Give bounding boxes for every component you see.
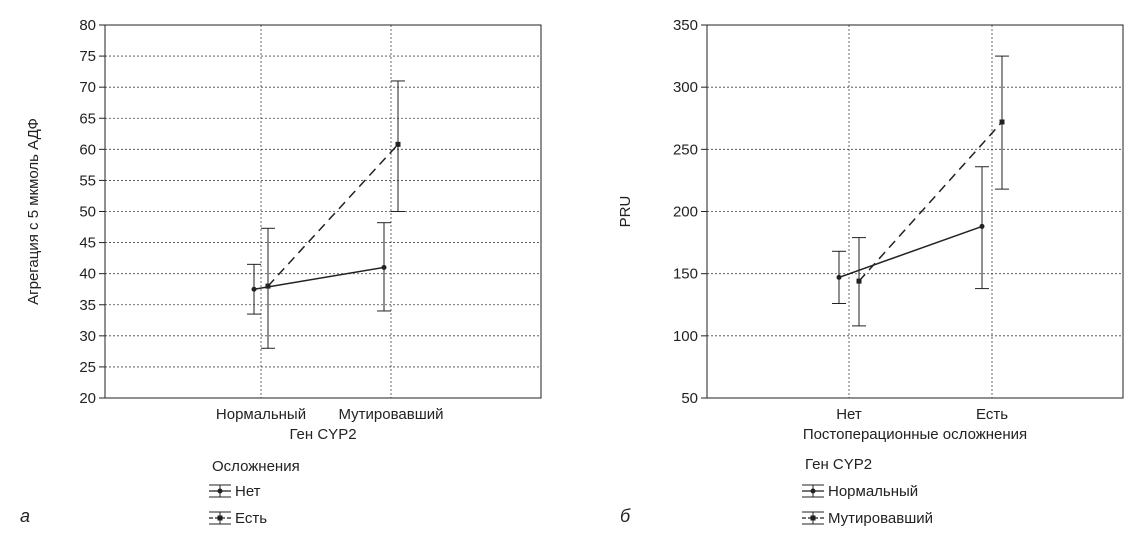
y-tick-label: 25 — [79, 359, 96, 376]
y-tick-label: 65 — [79, 110, 96, 127]
series-line — [253, 266, 385, 290]
legend-marker — [810, 488, 816, 494]
legend-label: Мутировавший — [828, 510, 933, 527]
legend-label: Нормальный — [828, 483, 918, 500]
y-tick-label: 70 — [79, 79, 96, 96]
y-tick-label: 50 — [681, 390, 698, 407]
data-point — [856, 278, 862, 284]
data-point — [251, 286, 257, 292]
x-tick-label: Есть — [976, 406, 1008, 423]
y-tick-label: 40 — [79, 266, 96, 283]
series-line — [838, 225, 983, 279]
series-line — [858, 121, 1003, 282]
y-tick-label: 60 — [79, 141, 96, 158]
plot-frame — [706, 24, 1124, 399]
chart-panel-a: 20 25 30 35 40 45 50 55 60 65 70 75 80 Нормальный Мути… — [20, 17, 542, 527]
y-tick-label: 55 — [79, 172, 96, 189]
y-tick-label: 45 — [79, 235, 96, 252]
x-axis-label: Ген CYP2 — [289, 426, 356, 443]
y-tick-label: 300 — [673, 79, 698, 96]
y-tick-label: 20 — [79, 390, 96, 407]
y-tick-label: 150 — [673, 266, 698, 283]
y-tick-label: 30 — [79, 328, 96, 345]
legend-title: Осложнения — [212, 458, 300, 475]
data-point — [395, 141, 401, 147]
panel-label: а — [20, 506, 30, 526]
plot-frame — [104, 24, 542, 399]
legend-marker — [217, 515, 223, 521]
y-axis-label: PRU — [617, 196, 634, 228]
series-line — [267, 143, 399, 287]
y-tick-label: 80 — [79, 17, 96, 34]
y-tick-label: 100 — [673, 328, 698, 345]
data-point — [999, 119, 1005, 125]
y-tick-label: 35 — [79, 297, 96, 314]
y-tick-label: 200 — [673, 204, 698, 221]
y-tick-label: 250 — [673, 141, 698, 158]
x-tick-label: Нормальный — [216, 406, 306, 423]
data-point — [265, 283, 271, 289]
chart-panel-b: 50 100 150 200 250 300 350 Нет Есть Постоперацион… — [617, 17, 1124, 527]
y-axis-label: Агрегация с 5 мкмоль АДФ — [25, 118, 42, 305]
data-point — [979, 223, 985, 229]
data-point — [381, 264, 387, 270]
legend-marker — [810, 515, 816, 521]
x-tick-label: Мутировавший — [339, 406, 444, 423]
x-axis-label: Постоперационные осложнения — [803, 426, 1027, 443]
legend-marker — [217, 488, 223, 494]
legend-label: Нет — [235, 483, 261, 500]
y-tick-label: 350 — [673, 17, 698, 34]
legend-label: Есть — [235, 510, 267, 527]
y-tick-label: 75 — [79, 48, 96, 65]
y-tick-label: 50 — [79, 204, 96, 221]
x-tick-label: Нет — [836, 406, 862, 423]
legend-title: Ген CYP2 — [805, 456, 872, 473]
data-point — [836, 274, 842, 280]
panel-label: б — [620, 506, 631, 526]
